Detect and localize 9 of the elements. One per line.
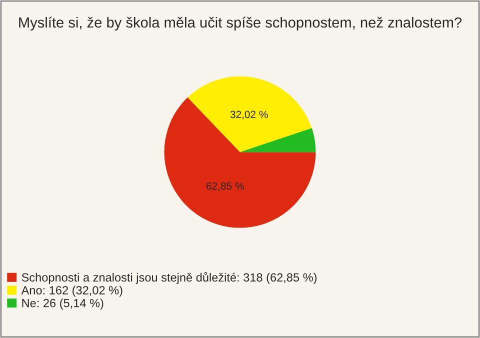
legend-label: Schopnosti a znalosti jsou stejně důležité: 318 (62,85 %) bbox=[22, 272, 317, 284]
chart-title: Myslíte si, že by škola měla učit spíše schopnostem, než znalostem? bbox=[19, 16, 462, 31]
pie-slice bbox=[188, 76, 312, 152]
pie-slice bbox=[164, 97, 316, 228]
pie-slice bbox=[240, 128, 316, 152]
legend-label: Ano: 162 (32,02 %) bbox=[21, 286, 122, 297]
data-label: 32,02 % bbox=[230, 110, 268, 120]
data-label: 62,85 % bbox=[206, 182, 244, 191]
legend-label: Ne: 26 (5,14 %) bbox=[22, 298, 104, 310]
